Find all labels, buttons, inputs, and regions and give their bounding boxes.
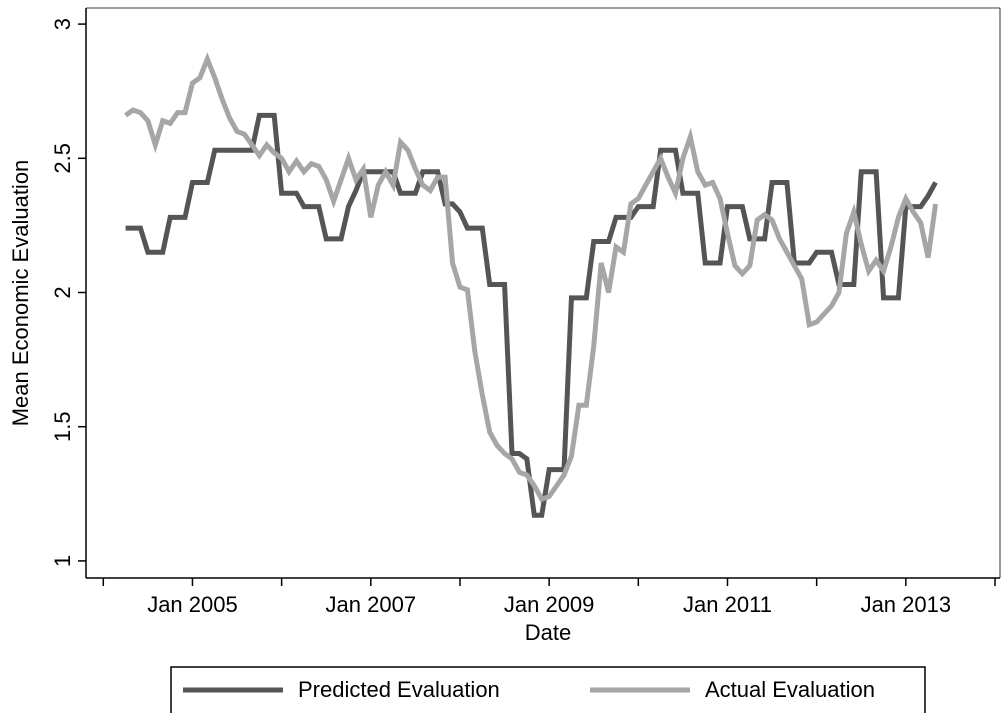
x-tick-label: Jan 2007 bbox=[326, 592, 417, 617]
y-tick-label: 1.5 bbox=[50, 411, 75, 442]
legend-box bbox=[170, 666, 926, 713]
legend-label: Predicted Evaluation bbox=[298, 677, 500, 702]
y-axis-title: Mean Economic Evaluation bbox=[8, 160, 33, 427]
x-tick-label: Jan 2009 bbox=[504, 592, 595, 617]
y-tick-label: 2 bbox=[50, 286, 75, 298]
y-tick-label: 3 bbox=[50, 18, 75, 30]
x-tick-label: Jan 2013 bbox=[861, 592, 952, 617]
y-tick-label: 2.5 bbox=[50, 143, 75, 174]
x-axis-title: Date bbox=[525, 620, 571, 645]
y-tick-label: 1 bbox=[50, 555, 75, 567]
x-tick-label: Jan 2005 bbox=[147, 592, 238, 617]
x-tick-label: Jan 2011 bbox=[683, 592, 772, 617]
line bbox=[125, 112, 938, 518]
line bbox=[124, 52, 939, 503]
legend-label: Actual Evaluation bbox=[705, 677, 875, 702]
